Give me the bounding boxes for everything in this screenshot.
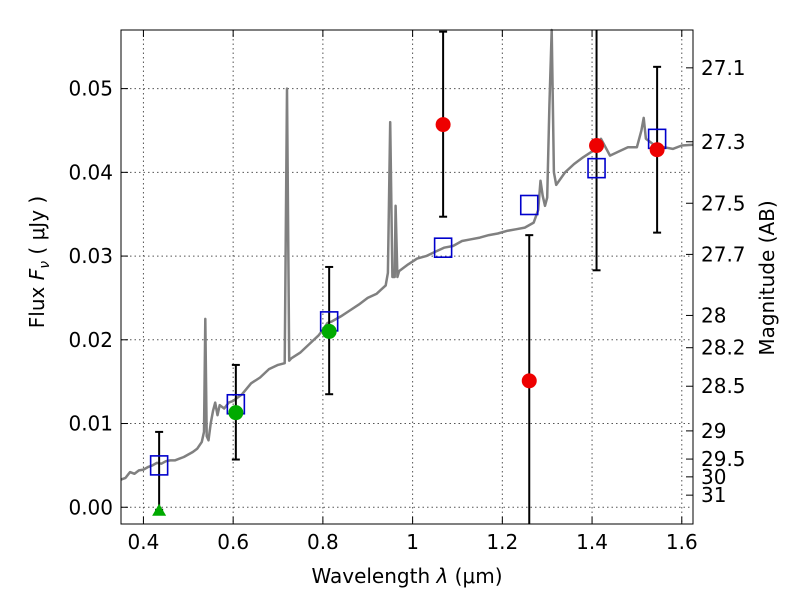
x-tick-label: 1 [406,530,419,554]
y-axis-title-subscript: ν [37,261,53,269]
x-axis-title-text: Wavelength [311,564,436,588]
x-axis-title-units: (μm) [448,564,502,588]
observed-ir-point [649,142,665,158]
y2-tick-label: 27.1 [701,56,746,80]
model-photometry-square [149,455,169,476]
observed-ir-point [521,373,537,389]
grid [121,30,693,524]
x-tick-label: 0.8 [307,530,339,554]
axes: 0.4 0.6 0.8 1 1.2 1.4 1.6 0.00 0.01 0.02 0.03 0.04 0… [68,30,746,554]
x-tick-label: 1.2 [486,530,518,554]
spectrum-line [120,28,694,481]
y-tick-label: 0.05 [68,77,113,101]
y-axis-title: Flux Fν ( μJy ) [25,196,53,328]
x-tick-label: 1.4 [576,530,608,554]
y2-tick-label: 27.5 [701,191,746,215]
y2-tick-label: 28.5 [701,374,746,398]
observed-optical-point [228,405,244,421]
x-tick-label: 0.4 [128,530,160,554]
y-axis-title-text: Flux [25,280,49,328]
y2-tick-label: 28 [701,303,726,327]
x-tick-label: 1.6 [666,530,698,554]
observed-ir-point [435,117,451,133]
y-tick-label: 0.04 [68,160,113,184]
y2-tick-label: 27.3 [701,130,746,154]
y2-tick-label: 29 [701,419,726,443]
y-tick-label: 0.03 [68,244,113,268]
y2-tick-label: 30 [701,465,726,489]
model-photometry-square [587,157,606,179]
observed-optical-point [321,323,337,339]
plot-frame [120,29,694,525]
markers [149,117,667,516]
x-axis-title: Wavelength λ (μm) [311,564,502,588]
x-axis-title-symbol: λ [435,564,448,588]
plot-background [121,30,693,524]
upper-limit-triangle [152,503,167,516]
y-axis-title-units: ( μJy ) [25,196,49,261]
y-tick-label: 0.00 [68,495,113,519]
model-photometry-square [519,194,539,216]
observed-ir-point [589,138,605,154]
y2-tick-label: 28.2 [701,336,746,360]
y2-tick-label: 31 [701,483,726,507]
y-tick-label: 0.02 [68,328,113,352]
y2-axis-title: Magnitude (AB) [755,200,779,355]
y2-tick-label: 27.7 [701,242,746,266]
y-tick-label: 0.01 [68,412,113,436]
x-tick-label: 0.6 [217,530,249,554]
y2-tick-label: 29.5 [701,447,746,471]
spectrum-line-layer [120,28,694,481]
y-axis-title-symbol: F [25,268,49,280]
model-photometry-square [433,237,453,258]
